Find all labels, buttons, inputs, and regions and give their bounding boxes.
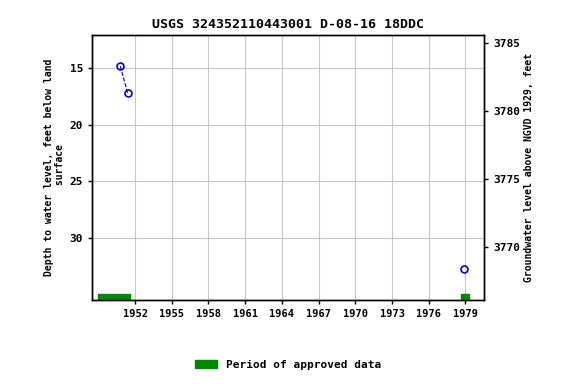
Bar [98,294,130,300]
Y-axis label: Depth to water level, feet below land
 surface: Depth to water level, feet below land su… [44,58,66,276]
Bar [461,294,469,300]
Title: USGS 324352110443001 D-08-16 18DDC: USGS 324352110443001 D-08-16 18DDC [152,18,424,31]
Legend: Period of approved data: Period of approved data [191,356,385,375]
Y-axis label: Groundwater level above NGVD 1929, feet: Groundwater level above NGVD 1929, feet [524,53,534,281]
